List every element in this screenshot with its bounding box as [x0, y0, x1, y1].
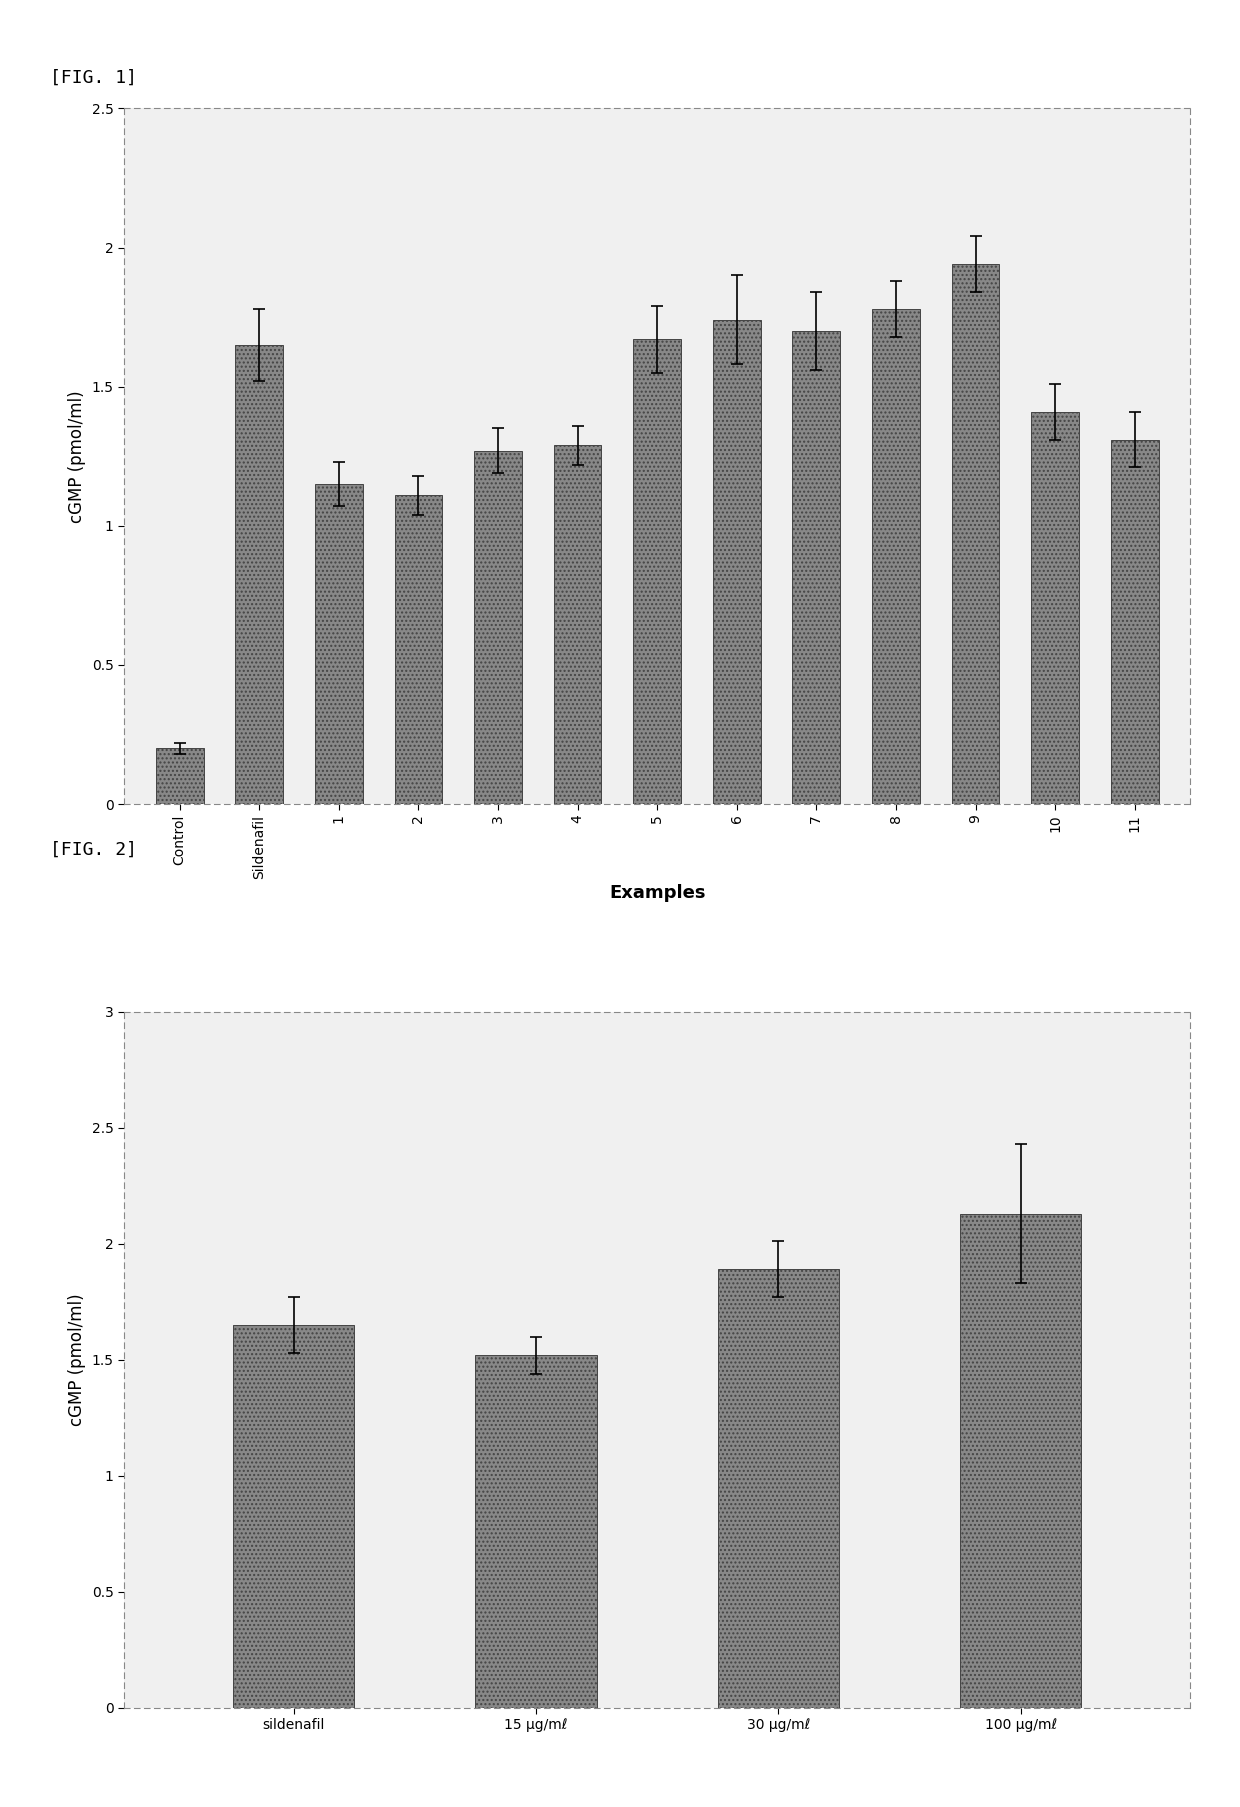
- Text: [FIG. 1]: [FIG. 1]: [50, 69, 136, 87]
- Bar: [951, 264, 999, 804]
- Y-axis label: cGMP (pmol/ml): cGMP (pmol/ml): [68, 390, 86, 522]
- Bar: [1111, 439, 1158, 804]
- Bar: [236, 345, 283, 804]
- Bar: [792, 331, 841, 804]
- Bar: [394, 495, 443, 804]
- Bar: [233, 1325, 355, 1708]
- Bar: [156, 748, 203, 804]
- Bar: [474, 450, 522, 804]
- Y-axis label: cGMP (pmol/ml): cGMP (pmol/ml): [68, 1294, 86, 1426]
- Bar: [960, 1214, 1081, 1708]
- Bar: [554, 445, 601, 804]
- Bar: [475, 1355, 596, 1708]
- Bar: [872, 309, 920, 804]
- Bar: [315, 484, 363, 804]
- X-axis label: Examples: Examples: [609, 884, 706, 902]
- Bar: [1032, 412, 1079, 804]
- Bar: [634, 340, 681, 804]
- Bar: [718, 1269, 839, 1708]
- Text: [FIG. 2]: [FIG. 2]: [50, 840, 136, 858]
- Bar: [713, 320, 760, 804]
